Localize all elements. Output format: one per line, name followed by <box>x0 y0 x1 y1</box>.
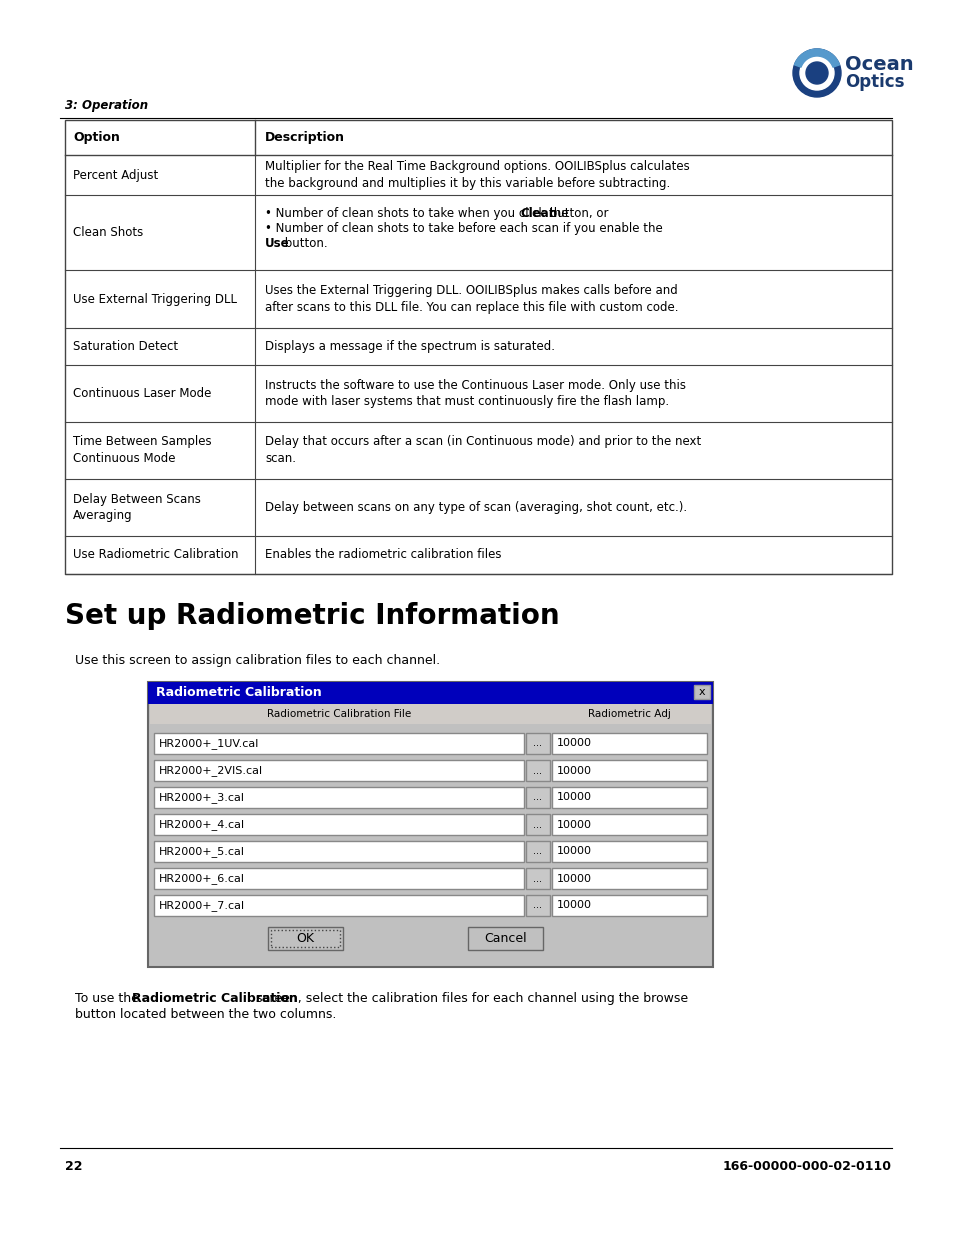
Text: Use External Triggering DLL: Use External Triggering DLL <box>73 293 236 305</box>
Text: Use: Use <box>265 237 290 249</box>
Bar <box>552 814 706 835</box>
Text: 22: 22 <box>65 1160 82 1173</box>
Bar <box>552 760 706 781</box>
Text: Optics: Optics <box>844 73 903 91</box>
Text: HR2000+_7.cal: HR2000+_7.cal <box>159 900 245 911</box>
Bar <box>148 682 712 967</box>
Bar <box>693 685 709 699</box>
Text: Uses the External Triggering DLL. OOILIBSplus makes calls before and
after scans: Uses the External Triggering DLL. OOILIB… <box>265 284 678 314</box>
Text: 10000: 10000 <box>557 739 592 748</box>
Bar <box>552 895 706 916</box>
Text: ...: ... <box>533 793 542 803</box>
Bar <box>525 895 550 916</box>
Bar <box>552 734 706 755</box>
Text: Use this screen to assign calibration files to each channel.: Use this screen to assign calibration fi… <box>75 655 439 667</box>
Text: Radiometric Calibration File: Radiometric Calibration File <box>267 709 411 719</box>
Text: Radiometric Calibration: Radiometric Calibration <box>132 992 297 1005</box>
Bar <box>153 868 523 889</box>
Text: HR2000+_1UV.cal: HR2000+_1UV.cal <box>159 739 259 748</box>
Text: • Number of clean shots to take when you click the: • Number of clean shots to take when you… <box>265 207 572 220</box>
Text: ...: ... <box>533 739 542 748</box>
Bar <box>153 841 523 862</box>
Text: Ocean: Ocean <box>844 56 913 74</box>
Text: HR2000+_4.cal: HR2000+_4.cal <box>159 819 245 830</box>
Text: Delay between scans on any type of scan (averaging, shot count, etc.).: Delay between scans on any type of scan … <box>265 501 686 514</box>
Bar <box>153 760 523 781</box>
Text: Delay that occurs after a scan (in Continuous mode) and prior to the next
scan.: Delay that occurs after a scan (in Conti… <box>265 436 700 466</box>
Text: HR2000+_5.cal: HR2000+_5.cal <box>159 846 245 857</box>
Text: HR2000+_2VIS.cal: HR2000+_2VIS.cal <box>159 764 263 776</box>
Text: screen, select the calibration files for each channel using the browse: screen, select the calibration files for… <box>253 992 688 1005</box>
Text: Displays a message if the spectrum is saturated.: Displays a message if the spectrum is sa… <box>265 340 555 353</box>
Text: Radiometric Adj: Radiometric Adj <box>587 709 670 719</box>
Text: Instructs the software to use the Continuous Laser mode. Only use this
mode with: Instructs the software to use the Contin… <box>265 378 685 409</box>
Bar <box>552 841 706 862</box>
Text: Saturation Detect: Saturation Detect <box>73 340 178 353</box>
Text: x: x <box>698 687 704 697</box>
Text: Continuous Laser Mode: Continuous Laser Mode <box>73 387 212 400</box>
Text: 10000: 10000 <box>557 793 592 803</box>
Bar <box>525 734 550 755</box>
Text: Enables the radiometric calibration files: Enables the radiometric calibration file… <box>265 548 501 562</box>
Bar <box>148 682 712 704</box>
Bar <box>552 868 706 889</box>
Text: button located between the two columns.: button located between the two columns. <box>75 1008 336 1021</box>
Text: Cancel: Cancel <box>484 932 526 945</box>
Text: Percent Adjust: Percent Adjust <box>73 168 158 182</box>
Bar <box>552 787 706 808</box>
Text: 10000: 10000 <box>557 900 592 910</box>
Text: 10000: 10000 <box>557 820 592 830</box>
Text: Clean Shots: Clean Shots <box>73 226 143 240</box>
Text: Option: Option <box>73 131 120 144</box>
Circle shape <box>800 56 833 90</box>
Bar <box>525 787 550 808</box>
Bar <box>271 930 339 947</box>
Text: ...: ... <box>533 766 542 776</box>
Text: 10000: 10000 <box>557 766 592 776</box>
Text: • Number of clean shots to take before each scan if you enable the: • Number of clean shots to take before e… <box>265 222 662 235</box>
Text: ...: ... <box>533 846 542 857</box>
Text: Use Radiometric Calibration: Use Radiometric Calibration <box>73 548 238 562</box>
Circle shape <box>792 49 841 98</box>
Bar <box>65 120 891 574</box>
Bar <box>150 704 710 724</box>
Text: OK: OK <box>296 932 314 945</box>
Bar <box>525 841 550 862</box>
Text: button, or: button, or <box>546 207 608 220</box>
Bar <box>525 760 550 781</box>
Bar <box>268 927 343 950</box>
Text: Set up Radiometric Information: Set up Radiometric Information <box>65 601 559 630</box>
Text: To use the: To use the <box>75 992 143 1005</box>
Text: button.: button. <box>281 237 328 249</box>
Text: ...: ... <box>533 900 542 910</box>
Bar <box>153 814 523 835</box>
Text: HR2000+_6.cal: HR2000+_6.cal <box>159 873 245 884</box>
Bar <box>153 787 523 808</box>
Text: Time Between Samples
Continuous Mode: Time Between Samples Continuous Mode <box>73 436 212 466</box>
Bar <box>525 814 550 835</box>
Bar <box>153 895 523 916</box>
Text: Radiometric Calibration: Radiometric Calibration <box>156 687 321 699</box>
Text: ...: ... <box>533 873 542 883</box>
Text: 10000: 10000 <box>557 846 592 857</box>
Text: Multiplier for the Real Time Background options. OOILIBSplus calculates
the back: Multiplier for the Real Time Background … <box>265 161 689 190</box>
Text: HR2000+_3.cal: HR2000+_3.cal <box>159 792 245 803</box>
Wedge shape <box>794 49 839 67</box>
Text: ...: ... <box>533 820 542 830</box>
Text: Description: Description <box>265 131 345 144</box>
Text: Clean: Clean <box>519 207 557 220</box>
Bar <box>153 734 523 755</box>
Text: 166-00000-000-02-0110: 166-00000-000-02-0110 <box>722 1160 891 1173</box>
Circle shape <box>805 62 827 84</box>
Bar <box>468 927 542 950</box>
Text: 10000: 10000 <box>557 873 592 883</box>
Text: 3: Operation: 3: Operation <box>65 99 148 112</box>
Text: Delay Between Scans
Averaging: Delay Between Scans Averaging <box>73 493 201 522</box>
Bar <box>525 868 550 889</box>
